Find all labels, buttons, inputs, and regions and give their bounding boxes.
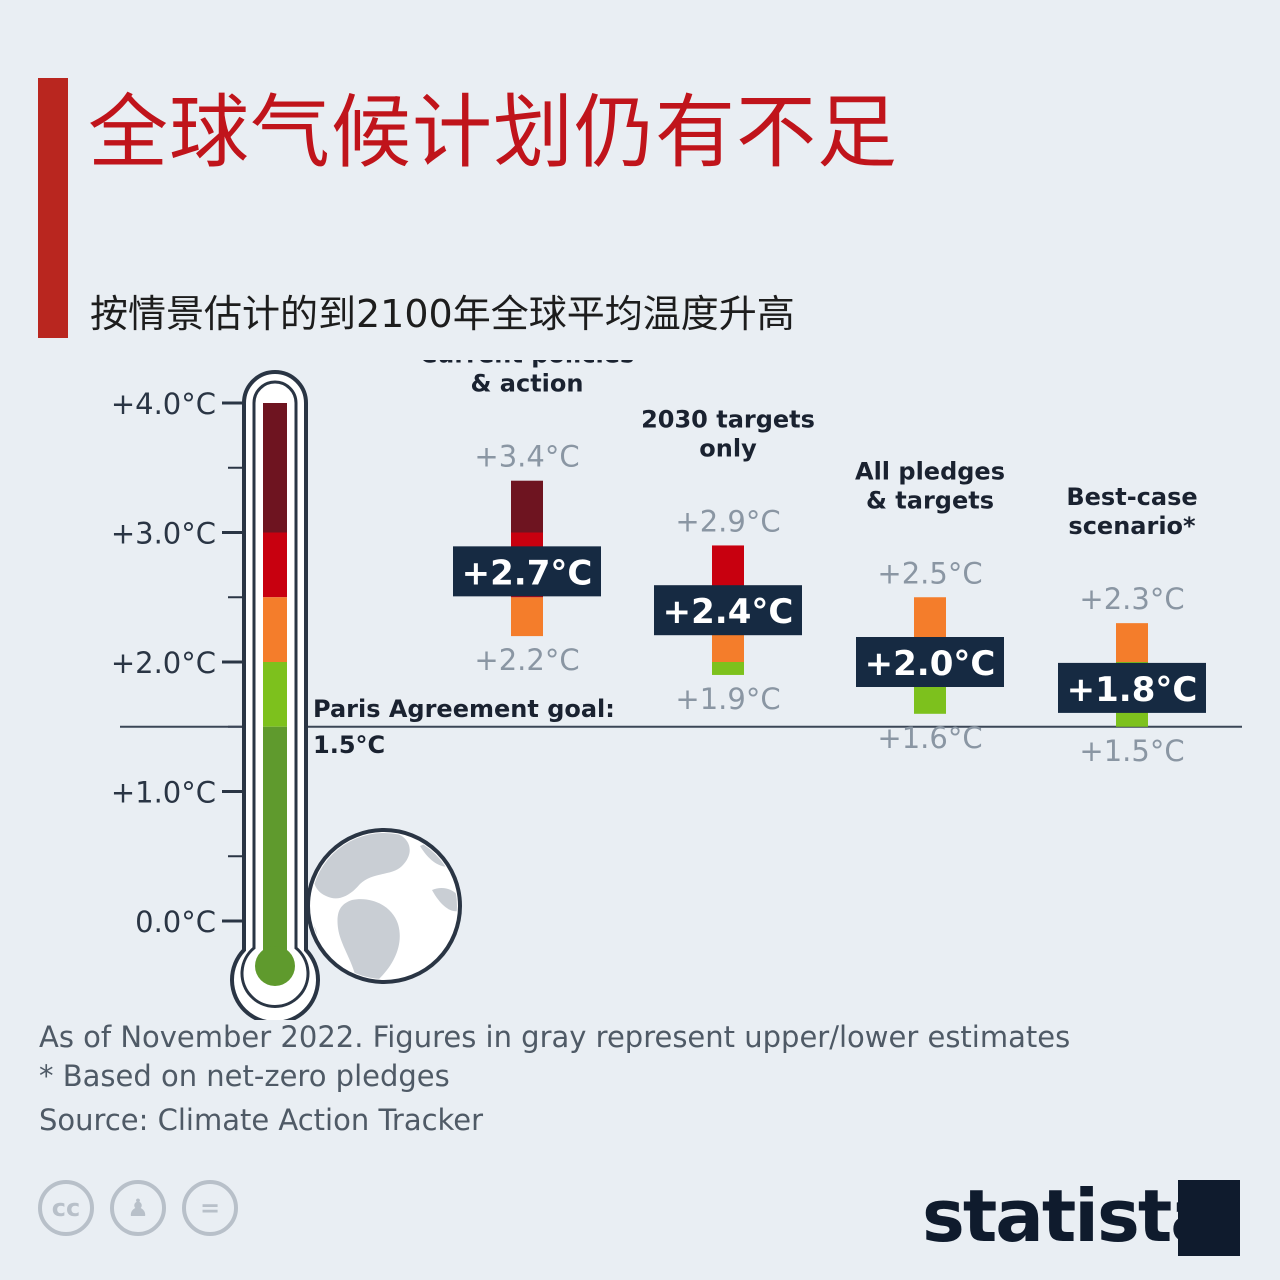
scenario-range-bar: [511, 597, 543, 637]
scenario-name: & targets: [866, 486, 994, 514]
scenario-range-bar: [511, 480, 543, 533]
upper-estimate-label: +2.3°C: [1079, 582, 1184, 616]
scenario-range-bar: [712, 662, 744, 675]
y-tick-label: +4.0°C: [111, 387, 216, 421]
y-tick-label: +3.0°C: [111, 517, 216, 551]
scenario-name: & action: [471, 370, 584, 398]
paris-goal-value: 1.5°C: [313, 731, 385, 759]
y-tick-label: +1.0°C: [111, 776, 216, 810]
scenario-name: 2030 targets: [641, 405, 815, 433]
attribution-icon[interactable]: ♟: [110, 1180, 166, 1236]
upper-estimate-label: +2.5°C: [877, 556, 982, 590]
globe-icon: [306, 828, 462, 984]
y-tick-label: 0.0°C: [135, 905, 216, 939]
license-icons: cc ♟ =: [38, 1180, 238, 1236]
central-value-box: [856, 637, 1004, 687]
thermometer-band: [263, 726, 287, 921]
central-value-label: +2.0°C: [865, 644, 996, 684]
footer-footnote: * Based on net-zero pledges: [39, 1059, 450, 1093]
scenario-group: +2.5°C +1.6°C All pledges& targets +2.0°C: [855, 457, 1005, 755]
footer-source: Source: Climate Action Tracker: [39, 1103, 484, 1137]
scenario-name: Best-case: [1066, 483, 1197, 511]
cc-license-icon[interactable]: cc: [38, 1180, 94, 1236]
thermometer-band: [263, 403, 287, 533]
scenario-range-bar: [1116, 623, 1148, 662]
footer-note: As of November 2022. Figures in gray rep…: [39, 1020, 1071, 1054]
scenario-name: only: [699, 434, 757, 462]
chart-subtitle: 按情景估计的到2100年全球平均温度升高: [90, 292, 795, 336]
central-value-box: [453, 546, 601, 597]
lower-estimate-label: +1.5°C: [1079, 734, 1184, 768]
lower-estimate-label: +1.9°C: [675, 682, 780, 716]
scenario-name: All pledges: [855, 457, 1005, 485]
thermometer-band: [263, 662, 287, 727]
scenario-name: scenario*: [1068, 512, 1196, 540]
no-derivatives-icon[interactable]: =: [182, 1180, 238, 1236]
upper-estimate-label: +2.9°C: [675, 504, 780, 538]
lower-estimate-label: +1.6°C: [877, 721, 982, 755]
central-value-box: [1058, 662, 1206, 713]
statista-logo[interactable]: statista: [922, 1174, 1219, 1258]
statista-logo-mark: [1178, 1180, 1240, 1256]
central-value-box: [654, 585, 802, 636]
thermometer-bulb: [255, 946, 295, 986]
thermometer-inner-outline: [240, 380, 310, 1008]
central-value-label: +2.7°C: [462, 553, 593, 593]
scenario-group: +3.4°C +2.2°C Current policies& action +2.7…: [420, 360, 635, 677]
upper-estimate-label: +3.4°C: [474, 440, 579, 474]
paris-goal-label: Paris Agreement goal:: [313, 695, 615, 723]
chart-title: 全球气候计划仍有不足: [88, 86, 898, 179]
thermometer-band: [263, 532, 287, 598]
scenario-name: Current policies: [420, 360, 635, 369]
lower-estimate-label: +2.2°C: [474, 643, 579, 677]
central-value-label: +2.4°C: [663, 592, 794, 632]
temperature-chart: +4.0°C +3.0°C +2.0°C +1.0°C 0.0°C Paris Agree…: [111, 360, 1242, 1020]
central-value-label: +1.8°C: [1067, 670, 1198, 710]
y-tick-label: +2.0°C: [111, 646, 216, 680]
title-accent-bar: [38, 78, 68, 338]
thermometer-band: [263, 597, 287, 662]
